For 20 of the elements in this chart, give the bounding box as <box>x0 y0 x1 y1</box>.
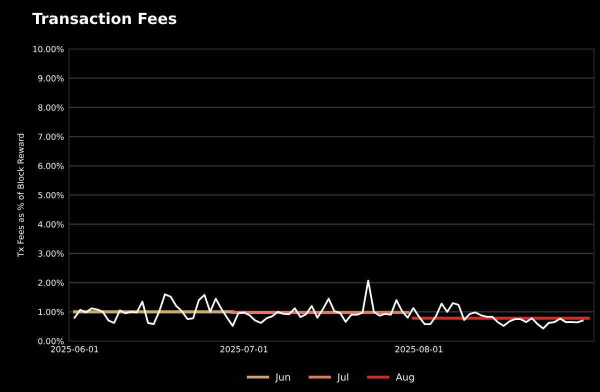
y-tick-label: 6.00% <box>38 162 64 170</box>
line-series <box>74 280 584 330</box>
x-tick-label: 2025-08-01 <box>395 346 442 352</box>
y-tick-label: 3.00% <box>38 250 64 257</box>
legend-label: Jun <box>274 373 290 382</box>
legend-label: Aug <box>396 373 414 383</box>
y-tick-label: 0.00% <box>38 338 64 344</box>
y-tick-label: 4.00% <box>38 221 64 228</box>
y-tick-label: 10.00% <box>33 46 64 52</box>
legend-label: Jul <box>336 373 348 382</box>
y-tick-label: 7.00% <box>38 134 64 140</box>
y-tick-label: 2.00% <box>38 280 64 286</box>
x-tick-label: 2025-06-01 <box>51 346 98 352</box>
y-tick-label: 1.00% <box>38 308 64 316</box>
y-tick-label: 9.00% <box>38 75 64 82</box>
y-tick-label: 5.00% <box>38 192 64 198</box>
y-axis-title: Tx Fees as % of Block Reward <box>17 134 24 257</box>
chart-title: Transaction Fees <box>32 12 176 24</box>
y-tick-label: 8.00% <box>38 104 64 111</box>
x-tick-label: 2025-07-01 <box>220 346 268 352</box>
